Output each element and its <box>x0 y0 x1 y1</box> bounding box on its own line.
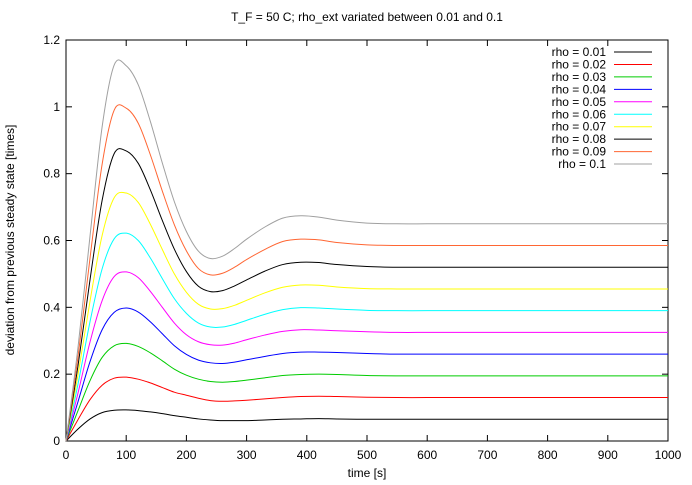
y-tick-label: 1.2 <box>43 33 60 47</box>
y-tick-label: 0.2 <box>43 367 60 381</box>
legend-label: rho = 0.06 <box>552 107 607 121</box>
legend-label: rho = 0.01 <box>552 45 607 59</box>
legend-label: rho = 0.04 <box>552 82 607 96</box>
legend-label: rho = 0.05 <box>552 95 607 109</box>
y-tick-label: 0.8 <box>43 167 60 181</box>
legend-label: rho = 0.07 <box>552 120 607 134</box>
series-line-3 <box>65 342 668 442</box>
x-tick-label: 700 <box>477 448 497 462</box>
series-line-5 <box>65 271 668 442</box>
x-axis: 0 100 200 300 400 500 600 700 800 900 1000 <box>63 40 682 462</box>
series-line-10 <box>65 59 669 442</box>
x-tick-label: 0 <box>63 448 70 462</box>
x-tick-label: 900 <box>598 448 618 462</box>
series-line-4 <box>65 307 668 442</box>
x-tick-label: 800 <box>538 448 558 462</box>
legend-label: rho = 0.02 <box>552 57 607 71</box>
x-tick-label: 500 <box>357 448 377 462</box>
y-tick-label: 1 <box>53 100 60 114</box>
x-tick-label: 100 <box>116 448 136 462</box>
series-line-7 <box>65 191 668 442</box>
y-tick-label: 0 <box>53 434 60 448</box>
x-axis-label: time [s] <box>348 466 387 480</box>
x-tick-label: 400 <box>297 448 317 462</box>
x-tick-label: 300 <box>237 448 257 462</box>
y-axis-label: deviation from previous steady state [ti… <box>3 125 17 356</box>
series-line-1 <box>65 409 668 442</box>
legend-label: rho = 0.1 <box>558 157 606 171</box>
x-tick-label: 1000 <box>655 448 682 462</box>
series-line-9 <box>65 104 668 442</box>
series-lines <box>65 59 669 442</box>
x-tick-label: 200 <box>176 448 196 462</box>
legend-label: rho = 0.03 <box>552 70 607 84</box>
series-line-6 <box>65 232 668 442</box>
legend-label: rho = 0.09 <box>552 145 607 159</box>
y-axis: 0 0.2 0.4 0.6 0.8 1 1.2 <box>43 33 668 448</box>
series-line-2 <box>65 376 668 442</box>
chart-title: T_F = 50 C; rho_ext variated between 0.0… <box>231 10 503 24</box>
legend-label: rho = 0.08 <box>552 132 607 146</box>
y-tick-label: 0.4 <box>43 300 60 314</box>
x-tick-label: 600 <box>417 448 437 462</box>
series-line-8 <box>65 148 668 442</box>
y-tick-label: 0.6 <box>43 234 60 248</box>
